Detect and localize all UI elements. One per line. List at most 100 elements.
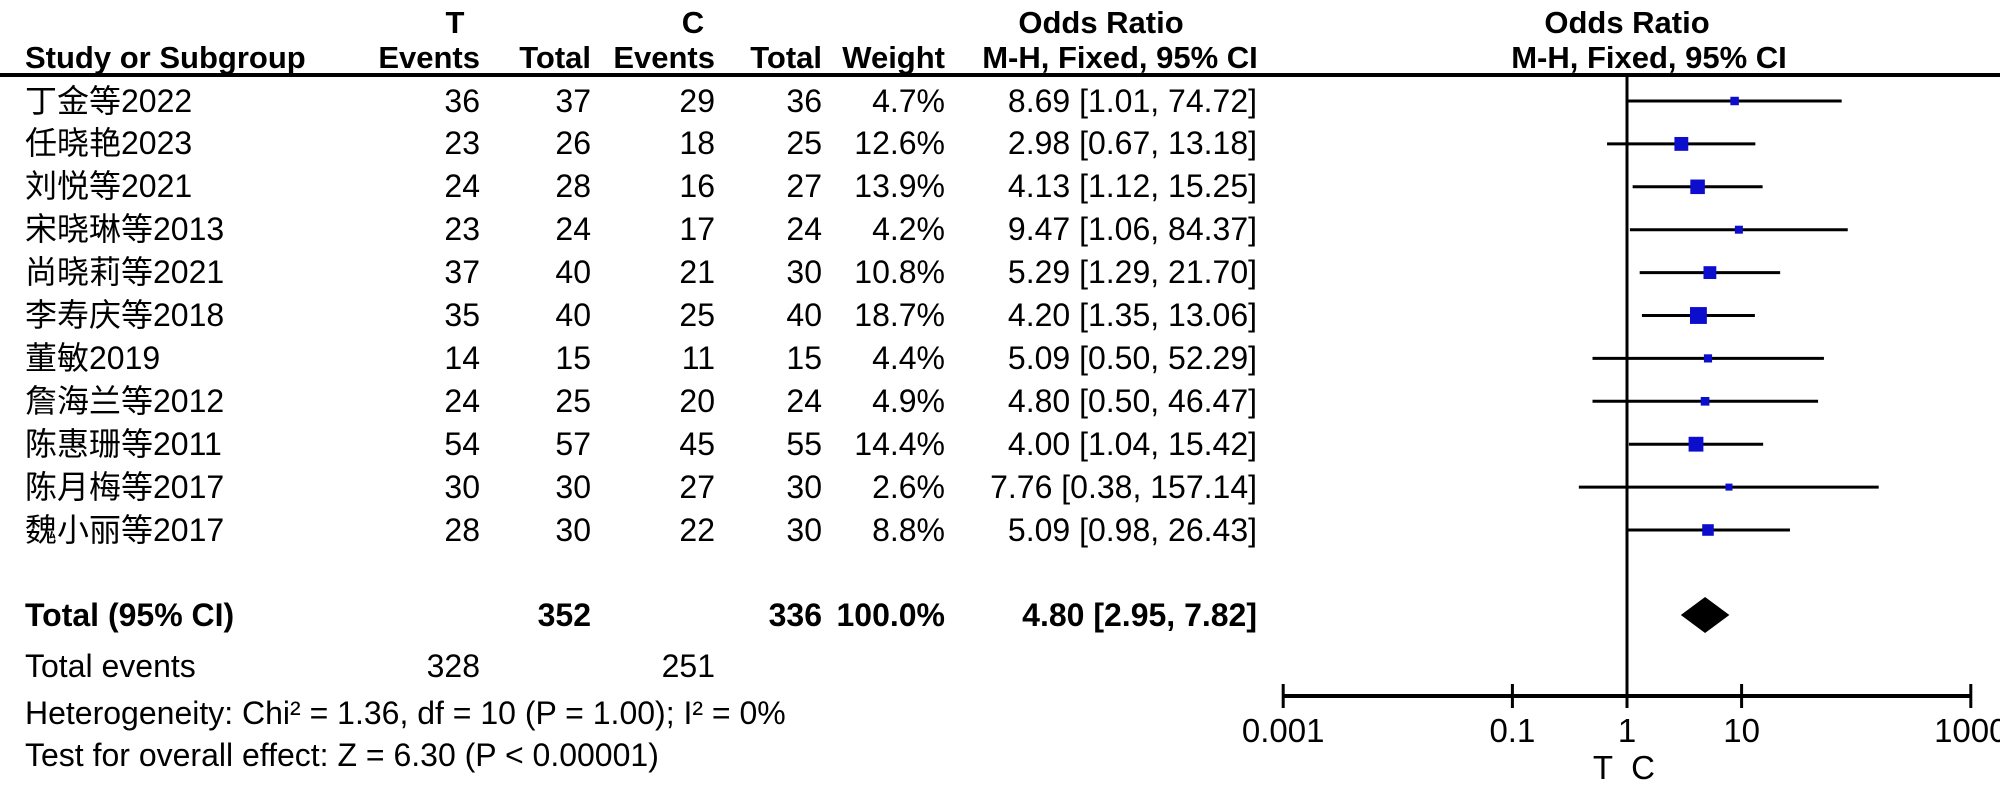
c-total: 30 (786, 511, 822, 548)
table-row: 任晓艳2023 23 26 18 25 12.6% 2.98 [0.67, 13.18] (0, 122, 1270, 165)
pooled-diamond (1680, 597, 1730, 633)
c-events: 45 (679, 425, 715, 462)
weight: 10.8% (854, 254, 945, 291)
total-events-label: Total events (25, 648, 196, 684)
study-name: 魏小丽等2017 (25, 511, 225, 548)
or-ci-text: 9.47 [1.06, 84.37] (1007, 211, 1257, 248)
study-name: 宋晓琳等2013 (25, 211, 225, 248)
or-ci-text: 4.20 [1.35, 13.06] (1007, 297, 1257, 333)
t-total: 26 (555, 125, 591, 162)
t-events: 28 (444, 511, 480, 548)
c-events: 20 (679, 382, 715, 419)
c-events: 16 (679, 168, 715, 205)
effect-square (1703, 354, 1713, 363)
effect-square (1688, 436, 1704, 452)
or-ci-text: 4.80 [0.50, 46.47] (1007, 382, 1257, 419)
t-events: 36 (444, 82, 480, 119)
effect-square (1700, 396, 1710, 406)
study-table-body: 丁金等2022 36 37 29 36 4.7% 8.69 [1.01, 74.72] 任晓艳… (0, 0, 1270, 560)
or-ci-text: 4.13 [1.12, 15.25] (1007, 168, 1257, 205)
c-events: 22 (679, 511, 715, 548)
table-row: 陈月梅等2017 30 30 27 30 2.6% 7.76 [0.38, 157.14] (0, 466, 1270, 509)
t-events: 35 (444, 297, 480, 333)
table-row: 李寿庆等2018 35 40 25 40 18.7% 4.20 [1.35, 13.06] (0, 294, 1270, 337)
col-header-c-events: Events (613, 40, 715, 75)
c-events: 27 (679, 468, 715, 505)
t-total: 15 (555, 339, 591, 376)
t-total: 28 (555, 168, 591, 205)
effect-square (1702, 524, 1714, 536)
t-events: 24 (444, 382, 480, 419)
t-events: 24 (444, 168, 480, 205)
weight: 13.9% (854, 168, 945, 205)
col-header-study: Study or Subgroup (25, 40, 306, 75)
table-row: 魏小丽等2017 28 30 22 30 8.8% 5.09 [0.98, 26.43] (0, 509, 1270, 552)
t-total: 30 (555, 511, 591, 548)
total-events-c: 251 (661, 648, 715, 684)
t-events: 14 (444, 339, 480, 376)
favours-right-label: C (1631, 749, 1655, 786)
c-total: 36 (786, 82, 822, 119)
weight: 4.4% (872, 339, 945, 376)
t-events: 54 (444, 425, 480, 462)
study-name: 任晓艳2023 (25, 125, 193, 162)
total-row: Total (95% CI) 352 336 100.0% 4.80 [2.95… (0, 594, 1270, 637)
study-name: 董敏2019 (25, 339, 161, 376)
t-total: 25 (555, 382, 591, 419)
table-row: 刘悦等2021 24 28 16 27 13.9% 4.13 [1.12, 15.25] (0, 165, 1270, 208)
weight: 4.9% (872, 382, 945, 419)
weight: 4.7% (872, 82, 945, 119)
study-name: 尚晓莉等2021 (25, 254, 225, 291)
col-header-t-total: Total (519, 40, 591, 75)
c-events: 25 (679, 297, 715, 333)
group-header-t: T (445, 5, 465, 40)
total-events-row: Total events 328 251 (0, 645, 1270, 688)
axis-tick-label: 0.001 (1242, 712, 1325, 749)
or-ci-text: 2.98 [0.67, 13.18] (1007, 125, 1257, 162)
c-events: 18 (679, 125, 715, 162)
table-row: 丁金等2022 36 37 29 36 4.7% 8.69 [1.01, 74.72] (0, 80, 1270, 123)
study-name: 刘悦等2021 (25, 168, 193, 205)
effect-square (1725, 483, 1733, 491)
col-header-mh-fixed-ci-plot: M-H, Fixed, 95% CI (1511, 40, 1787, 75)
col-header-c-total: Total (750, 40, 822, 75)
c-events: 11 (681, 339, 715, 376)
c-total: 30 (786, 468, 822, 505)
study-name: 丁金等2022 (25, 82, 193, 119)
or-ci-text: 4.00 [1.04, 15.42] (1007, 425, 1257, 462)
table-row: 尚晓莉等2021 37 40 21 30 10.8% 5.29 [1.29, 21.70] (0, 251, 1270, 294)
axis-tick-label: 1 (1618, 712, 1636, 749)
c-total: 24 (786, 211, 822, 248)
total-c-total: 336 (768, 597, 822, 633)
t-events: 30 (444, 468, 480, 505)
col-header-weight: Weight (842, 40, 945, 75)
or-ci-text: 5.29 [1.29, 21.70] (1007, 254, 1257, 291)
or-ci-text: 5.09 [0.98, 26.43] (1007, 511, 1257, 548)
weight: 12.6% (854, 125, 945, 162)
axis-tick-label: 0.1 (1489, 712, 1535, 749)
c-total: 40 (786, 297, 822, 333)
odds-ratio-title-text: Odds Ratio (1018, 5, 1184, 40)
or-ci-text: 8.69 [1.01, 74.72] (1007, 82, 1257, 119)
total-or-ci: 4.80 [2.95, 7.82] (1022, 597, 1257, 633)
t-events: 37 (444, 254, 480, 291)
t-total: 30 (555, 468, 591, 505)
effect-square (1734, 225, 1743, 234)
header-divider-rule (0, 73, 2000, 77)
t-total: 40 (555, 297, 591, 333)
table-row: 詹海兰等2012 24 25 20 24 4.9% 4.80 [0.50, 46.47] (0, 380, 1270, 423)
effect-square (1674, 136, 1689, 151)
c-total: 27 (786, 168, 822, 205)
study-name: 陈月梅等2017 (25, 468, 225, 505)
weight: 2.6% (872, 468, 945, 505)
total-t-total: 352 (537, 597, 591, 633)
total-events-t: 328 (426, 648, 480, 684)
col-header-t-events: Events (378, 40, 480, 75)
t-events: 23 (444, 211, 480, 248)
effect-square (1703, 266, 1717, 280)
study-name: 李寿庆等2018 (25, 297, 225, 333)
axis-tick-label: 1000 (1934, 712, 2000, 749)
group-header-c: C (681, 5, 705, 40)
